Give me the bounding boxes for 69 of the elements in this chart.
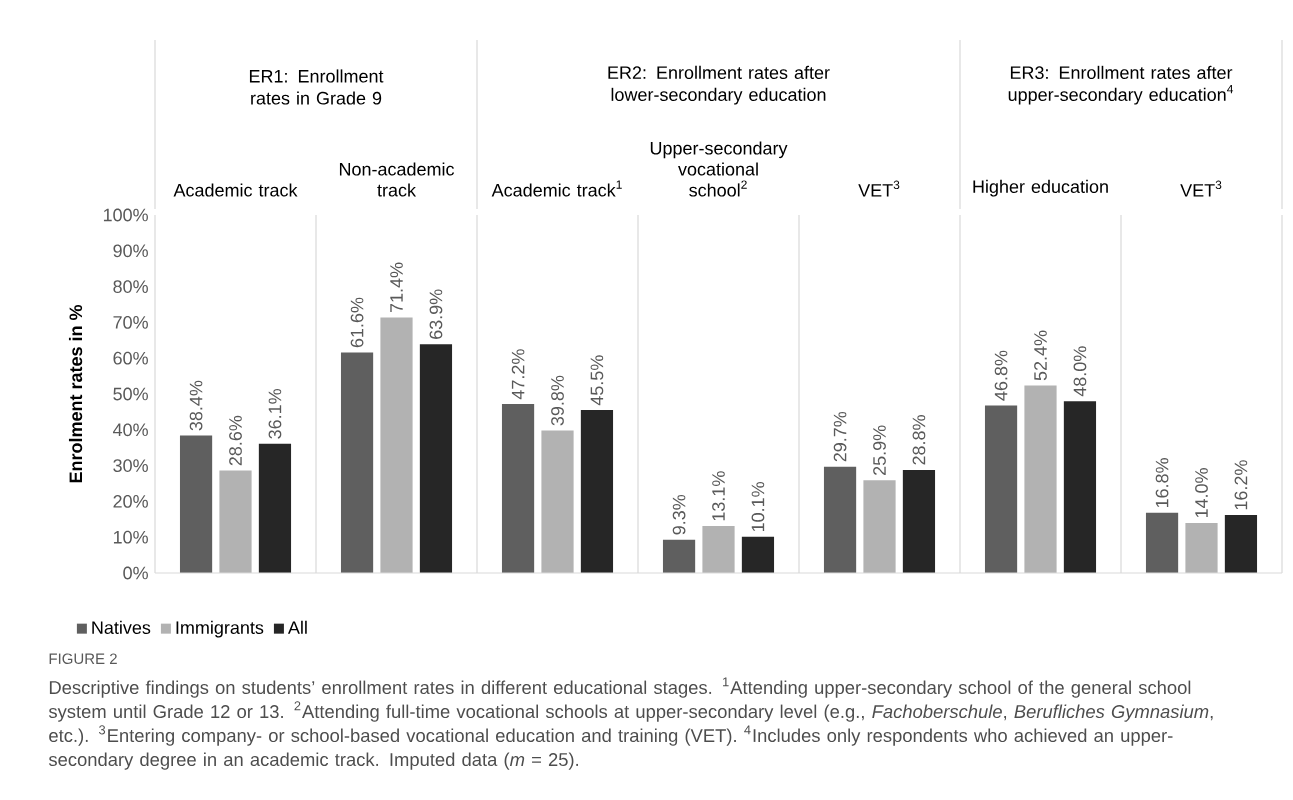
data-label: 9.3% [672,494,686,535]
x-tick-label: VET$^{3}$ [1180,180,1222,197]
data-label: 48.0% [1073,346,1087,397]
legend-label: Immigrants [176,620,264,638]
bar [1145,512,1179,573]
data-label: 16.2% [1234,460,1248,510]
data-label: 10.1% [751,482,765,532]
y-tick-label: 10% [113,530,148,544]
text: ER2: Enrollment rates after lower-secondary education [608,65,830,105]
data-label: 52.4% [1034,330,1047,381]
data-label: 47.2% [511,349,525,400]
y-tick-label: 70% [113,316,148,329]
y-axis-title: Enrolment rates in % [68,304,83,483]
y-tick-label: 20% [113,495,148,508]
bar [823,466,857,573]
legend-label: All [287,620,307,634]
bar [741,536,775,573]
data-label: 13.1% [712,471,725,521]
bar [984,405,1018,573]
data-label: 38.4% [189,380,203,431]
data-label: 25.9% [873,425,886,475]
y-tick-label: 50% [113,387,148,401]
data-label: 16.8% [1155,458,1169,508]
bar [419,344,453,573]
bar [541,430,574,573]
y-tick-label: 80% [113,280,148,293]
bar [1185,522,1218,573]
data-label: 45.5% [590,355,604,406]
x-tick-label: Academic track$^{1}$ [491,180,622,197]
data-label: 36.1% [268,388,282,439]
y-tick-label: 40% [112,423,148,437]
data-label: 63.9% [429,289,443,339]
text: ER3: Enrollment rates after upper-secondary education$^{4}$ [1008,65,1234,105]
text: FIGURE 2 [49,653,117,665]
x-tick-label: Upper-secondary vocational school$^{2}$ [650,141,788,197]
bar [1063,401,1097,573]
text: ER1: Enrollment rates in Grade 9 [249,69,384,105]
text: Descriptive findings on students’ enrollment rates in different educational stages. $^{1}$Attending upper-secondary school of the general school system until Grade 12 or 13. $^{2}$Attending full-time vocational schools at upper-secondary level (e.g., Fachoberschule, Berufliches Gymnasium, etc.). $^{3}$Entering company- or school-based vocational education and training (VET). $^{4}$Includes only respondents who achieved an upper-secondary degree in an academic track. Imputed data (m = 25). [48,677,1213,770]
bar [380,317,413,573]
bar [258,443,292,573]
legend-label: Natives [92,620,151,635]
bar [340,352,374,573]
bar [902,469,936,573]
data-label: 46.8% [994,350,1008,401]
bar [1024,385,1057,573]
bar [501,404,535,573]
bar [662,539,696,573]
data-label: 28.6% [229,415,242,466]
bar [179,435,213,573]
y-tick-label: 30% [113,459,148,472]
y-tick-label: 0% [123,566,148,580]
bar [580,410,614,573]
bar [702,526,735,573]
data-label: 28.8% [912,415,926,465]
data-label: 14.0% [1195,468,1208,518]
data-label: 39.8% [551,375,564,426]
data-label: 29.7% [833,411,847,462]
x-tick-label: Non-academic track [339,162,455,197]
x-tick-label: VET$^{3}$ [858,180,900,197]
y-tick-label: 100% [103,208,148,222]
bar [219,470,252,573]
bar [863,480,896,573]
bar [1224,515,1258,573]
y-tick-label: 90% [113,244,148,258]
data-label: 61.6% [350,297,364,348]
data-label: 71.4% [390,262,403,313]
x-tick-label: Higher education [973,179,1108,197]
x-tick-label: Academic track [173,183,298,197]
y-tick-label: 60% [113,351,148,365]
